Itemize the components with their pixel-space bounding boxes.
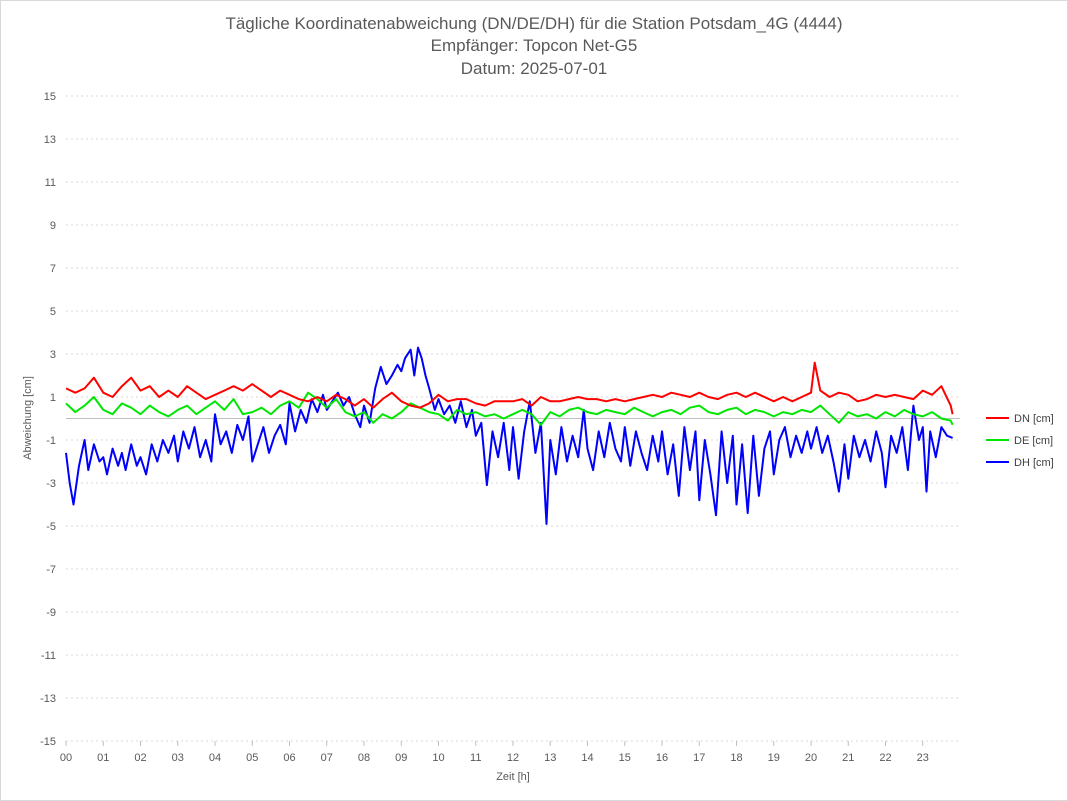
x-tick-label: 18: [730, 752, 742, 764]
y-tick-label: 15: [44, 91, 56, 103]
y-axis-ticks: 15 13 11 9 7 5 3 1 -1 -3 -5 -7 -9 -11 -13 -15: [40, 91, 56, 748]
y-tick-label: -7: [46, 564, 56, 576]
x-tick-label: 00: [60, 752, 72, 764]
x-tick-label: 11: [470, 752, 481, 764]
y-tick-label: -15: [40, 736, 56, 748]
x-axis-ticks: 00 01 02 03 04 05 06 07 08 09 10 11 12 13 14 15 16 17 18 19…: [60, 741, 929, 764]
chart-title-line-2: Empfänger: Topcon Net-G5: [431, 36, 638, 55]
legend-label: DE [cm]: [1014, 435, 1053, 447]
x-axis-label: Zeit [h]: [496, 771, 530, 783]
y-tick-label: -3: [46, 478, 56, 490]
series: [65, 346, 954, 525]
y-tick-label: -13: [40, 693, 56, 705]
x-tick-label: 17: [693, 752, 705, 764]
y-tick-label: -11: [41, 650, 56, 662]
x-tick-label: 20: [805, 752, 817, 764]
x-tick-label: 09: [395, 752, 407, 764]
x-tick-label: 02: [134, 752, 146, 764]
chart-title-line-3: Datum: 2025-07-01: [461, 59, 607, 78]
y-tick-label: 5: [50, 306, 56, 318]
x-tick-label: 23: [917, 752, 929, 764]
x-tick-label: 06: [283, 752, 295, 764]
y-tick-label: 11: [45, 177, 56, 189]
y-tick-label: 3: [50, 349, 56, 361]
series-line-dh: [65, 346, 953, 525]
x-tick-label: 21: [842, 752, 854, 764]
x-tick-label: 16: [656, 752, 668, 764]
chart-title: Tägliche Koordinatenabweichung (DN/DE/DH…: [225, 14, 842, 78]
series-line-de: [65, 391, 954, 426]
x-tick-label: 08: [358, 752, 370, 764]
y-tick-label: -1: [46, 435, 56, 447]
y-tick-label: -5: [46, 521, 56, 533]
x-tick-label: 22: [879, 752, 891, 764]
y-axis-label: Abweichung [cm]: [22, 376, 34, 460]
chart-title-line-1: Tägliche Koordinatenabweichung (DN/DE/DH…: [225, 14, 842, 33]
x-tick-label: 10: [432, 752, 444, 764]
x-tick-label: 04: [209, 752, 221, 764]
legend: DN [cm] DE [cm] DH [cm]: [986, 413, 1054, 469]
x-tick-label: 01: [97, 752, 109, 764]
y-tick-label: 13: [44, 134, 56, 146]
y-tick-label: 1: [50, 392, 56, 404]
series-line-dn: [65, 361, 954, 415]
x-tick-label: 19: [768, 752, 780, 764]
legend-label: DN [cm]: [1014, 413, 1054, 425]
legend-label: DH [cm]: [1014, 457, 1054, 469]
x-tick-label: 03: [172, 752, 184, 764]
y-tick-label: 9: [50, 220, 56, 232]
x-tick-label: 07: [321, 752, 333, 764]
x-tick-label: 05: [246, 752, 258, 764]
x-tick-label: 15: [619, 752, 631, 764]
x-tick-label: 12: [507, 752, 519, 764]
x-tick-label: 14: [581, 752, 593, 764]
x-tick-label: 13: [544, 752, 556, 764]
y-tick-label: 7: [50, 263, 56, 275]
y-tick-label: -9: [46, 607, 56, 619]
